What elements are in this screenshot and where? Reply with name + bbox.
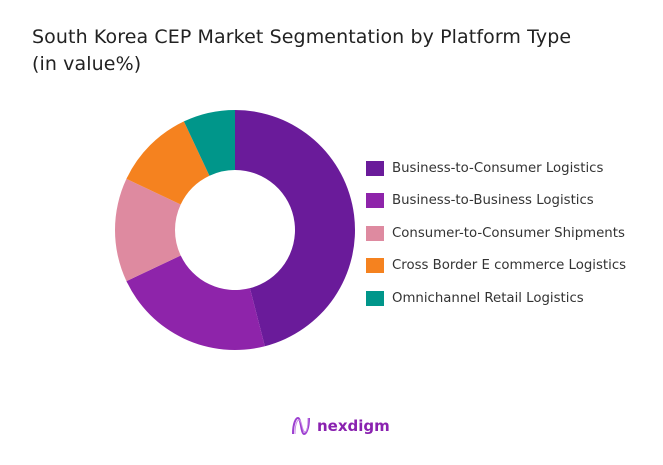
legend-item: Business-to-Consumer Logistics [366, 152, 626, 185]
chart-title: South Korea CEP Market Segmentation by P… [32, 24, 571, 78]
legend-label: Cross Border E commerce Logistics [392, 258, 627, 274]
legend-swatch [366, 290, 384, 306]
donut-slice [126, 121, 210, 205]
logo-text: nexdigm [317, 417, 390, 435]
legend-label: Business-to-Business Logistics [392, 193, 594, 209]
legend: Business-to-Consumer Logistics Business-… [366, 152, 626, 315]
donut-slice [126, 255, 265, 350]
title-line-2: (in value%) [32, 53, 142, 75]
legend-swatch [366, 160, 384, 176]
legend-swatch [366, 225, 384, 241]
legend-label: Omnichannel Retail Logistics [392, 290, 584, 306]
legend-swatch [366, 258, 384, 274]
legend-label: Business-to-Consumer Logistics [392, 160, 604, 176]
legend-item: Consumer-to-Consumer Shipments [366, 217, 626, 250]
nexdigm-logo: nexdigm [290, 415, 390, 437]
donut-slice [183, 110, 235, 176]
title-line-1: South Korea CEP Market Segmentation by P… [32, 26, 572, 48]
donut-slice [115, 178, 181, 282]
logo-wave-icon [292, 416, 310, 436]
legend-item: Omnichannel Retail Logistics [366, 282, 626, 315]
legend-label: Consumer-to-Consumer Shipments [392, 225, 625, 241]
legend-item: Cross Border E commerce Logistics [366, 250, 626, 283]
donut-slices [115, 110, 356, 350]
legend-swatch [366, 193, 384, 209]
donut-slice [235, 110, 356, 347]
legend-item: Business-to-Business Logistics [366, 185, 626, 218]
